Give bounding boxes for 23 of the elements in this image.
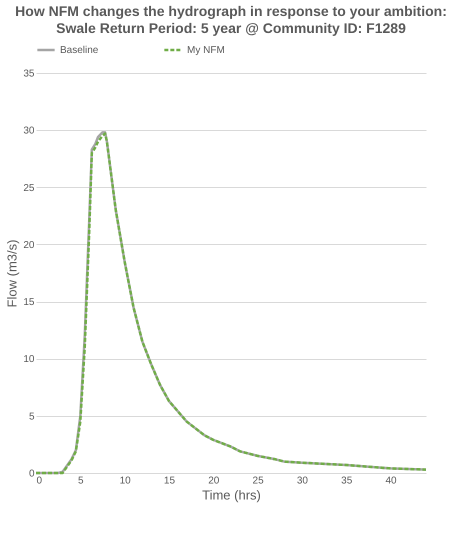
chart-subtitle: Swale Return Period: 5 year @ Community ID: F1289	[56, 20, 406, 36]
y-tick-label: 30	[23, 126, 35, 137]
y-tick-label: 5	[28, 411, 35, 422]
x-tick-label: 20	[208, 476, 220, 486]
x-tick-label: 40	[385, 476, 398, 486]
y-tick-label: 25	[23, 182, 35, 194]
chart-title: How NFM changes the hydrograph in response to your ambition:	[15, 3, 447, 19]
x-tick-label: 15	[164, 476, 176, 486]
y-tick-label: 0	[28, 468, 35, 480]
x-tick-label: 5	[78, 476, 84, 486]
legend-label: My NFM	[187, 45, 225, 56]
y-axis-title: Flow (m3/s)	[4, 240, 20, 308]
y-tick-label: 15	[23, 297, 35, 308]
x-axis-title: Time (hrs)	[202, 488, 261, 502]
x-tick-label: 10	[120, 476, 132, 486]
y-tick-label: 10	[23, 354, 35, 366]
y-tick-label: 20	[23, 240, 35, 251]
x-tick-label: 0	[36, 476, 42, 486]
x-tick-label: 35	[341, 476, 353, 486]
y-tick-label: 35	[23, 68, 35, 80]
x-tick-label: 30	[296, 476, 308, 486]
x-tick-label: 25	[252, 476, 264, 486]
legend-label: Baseline	[60, 45, 99, 56]
